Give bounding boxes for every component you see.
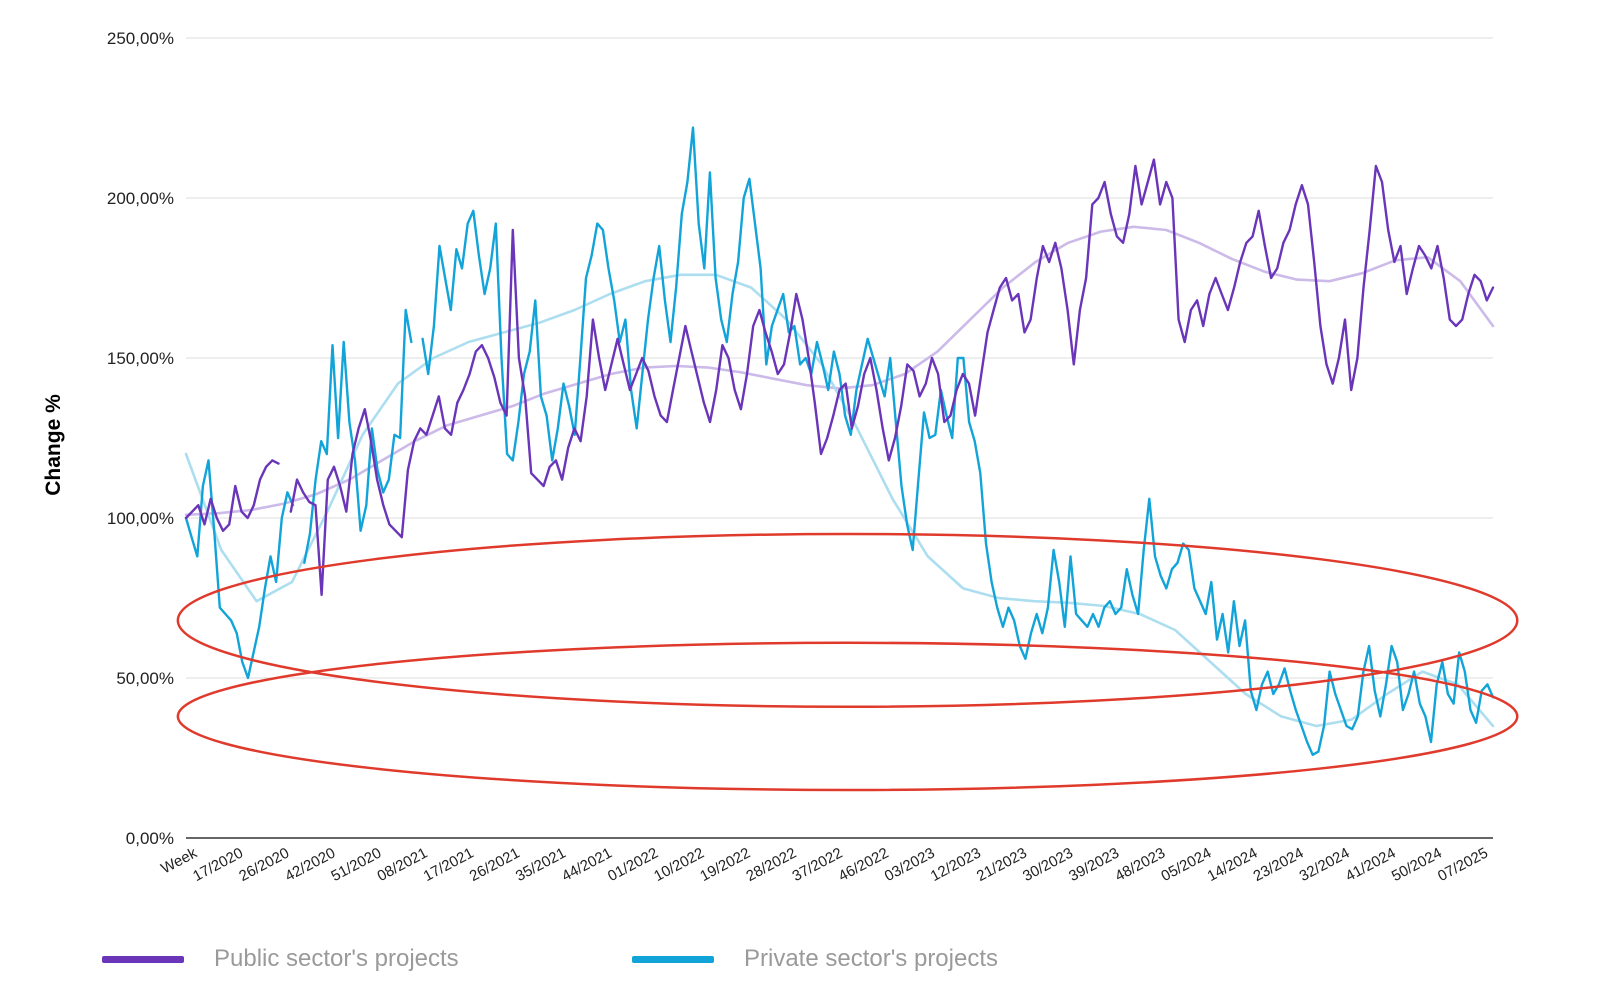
y-tick-label-3: 150,00%: [107, 349, 174, 368]
x-tick-label-8: 35/2021: [513, 845, 569, 885]
x-tick-label-23: 14/2024: [1204, 845, 1260, 885]
highlight-ellipse-0: [176, 532, 1519, 709]
x-tick-label-14: 37/2022: [790, 845, 846, 885]
x-tick-label-13: 28/2022: [743, 845, 799, 885]
y-tick-label-1: 50,00%: [116, 669, 174, 688]
y-tick-label-2: 100,00%: [107, 509, 174, 528]
x-tick-label-25: 32/2024: [1297, 845, 1353, 885]
legend-label-private: Private sector's projects: [744, 945, 999, 972]
legend-item-private: Private sector's projects: [632, 945, 998, 973]
legend-label-public: Public sector's projects: [214, 945, 459, 972]
x-tick-label-20: 39/2023: [1066, 845, 1122, 885]
y-axis-ticks: 0,00% 50,00% 100,00% 150,00% 200,00% 250,00%: [107, 29, 174, 848]
x-tick-label-22: 05/2024: [1158, 845, 1214, 885]
legend-swatch-public: [102, 955, 184, 963]
series-lines: [184, 126, 1495, 756]
annotations: [176, 532, 1519, 792]
x-tick-label-27: 50/2024: [1389, 845, 1445, 885]
x-tick-label-10: 01/2022: [605, 845, 661, 885]
gridlines: [186, 37, 1493, 839]
x-tick-label-26: 41/2024: [1343, 845, 1399, 885]
x-tick-label-18: 21/2023: [974, 845, 1030, 885]
x-tick-label-12: 19/2022: [697, 845, 753, 885]
y-tick-label-5: 250,00%: [107, 29, 174, 48]
y-axis-label: Change %: [42, 394, 65, 496]
x-tick-label-9: 44/2021: [559, 845, 615, 885]
x-tick-label-3: 42/2020: [282, 845, 338, 885]
x-tick-label-7: 26/2021: [467, 845, 523, 885]
x-axis-ticks: Week17/202026/202042/202051/202008/20211…: [158, 844, 1491, 885]
series-line-public: [184, 158, 1495, 596]
x-tick-label-1: 17/2020: [190, 845, 246, 885]
x-tick-label-11: 10/2022: [651, 845, 707, 885]
x-tick-label-2: 26/2020: [236, 845, 292, 885]
x-tick-label-28: 07/2025: [1435, 845, 1491, 885]
legend-item-public: Public sector's projects: [102, 945, 459, 973]
legend: Public sector's projects Private sector'…: [0, 945, 1600, 985]
x-tick-label-5: 08/2021: [375, 845, 431, 885]
y-tick-label-4: 200,00%: [107, 189, 174, 208]
y-tick-label-0: 0,00%: [126, 829, 174, 848]
x-tick-label-19: 30/2023: [1020, 845, 1076, 885]
x-tick-label-4: 51/2020: [328, 845, 384, 885]
highlight-ellipse-1: [176, 641, 1519, 792]
x-tick-label-24: 23/2024: [1251, 845, 1307, 885]
legend-swatch-private: [632, 955, 714, 963]
series-line-private: [184, 126, 1495, 756]
x-tick-label-16: 03/2023: [882, 845, 938, 885]
x-tick-label-15: 46/2022: [836, 845, 892, 885]
x-tick-label-6: 17/2021: [421, 845, 477, 885]
x-tick-label-17: 12/2023: [928, 845, 984, 885]
x-tick-label-21: 48/2023: [1112, 845, 1168, 885]
